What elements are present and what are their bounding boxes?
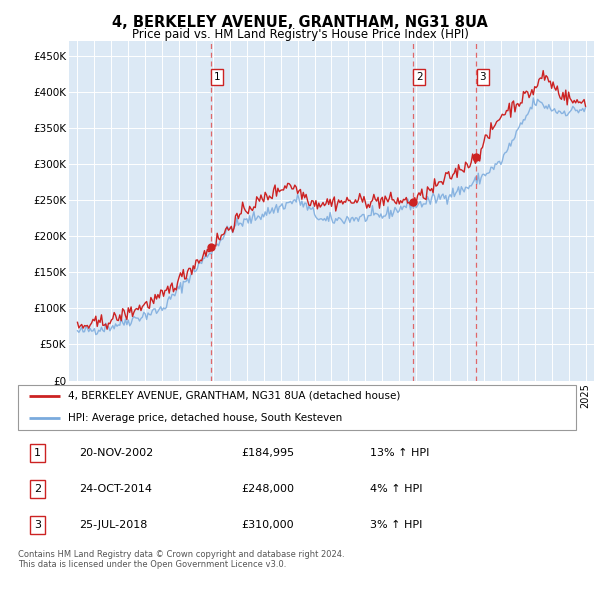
Text: 4, BERKELEY AVENUE, GRANTHAM, NG31 8UA: 4, BERKELEY AVENUE, GRANTHAM, NG31 8UA [112,15,488,30]
Text: 4% ↑ HPI: 4% ↑ HPI [370,484,422,494]
Text: 3% ↑ HPI: 3% ↑ HPI [370,520,422,530]
Text: 2: 2 [416,72,422,82]
Text: 3: 3 [479,72,486,82]
Text: 3: 3 [34,520,41,530]
Text: 13% ↑ HPI: 13% ↑ HPI [370,448,429,458]
Text: 4, BERKELEY AVENUE, GRANTHAM, NG31 8UA (detached house): 4, BERKELEY AVENUE, GRANTHAM, NG31 8UA (… [68,391,401,401]
Text: HPI: Average price, detached house, South Kesteven: HPI: Average price, detached house, Sout… [68,414,343,423]
Text: 1: 1 [214,72,221,82]
Text: £184,995: £184,995 [241,448,295,458]
Text: Price paid vs. HM Land Registry's House Price Index (HPI): Price paid vs. HM Land Registry's House … [131,28,469,41]
Text: Contains HM Land Registry data © Crown copyright and database right 2024.
This d: Contains HM Land Registry data © Crown c… [18,550,344,569]
Text: 25-JUL-2018: 25-JUL-2018 [79,520,148,530]
Text: 2: 2 [34,484,41,494]
FancyBboxPatch shape [18,385,576,430]
Text: 24-OCT-2014: 24-OCT-2014 [79,484,152,494]
Text: 1: 1 [34,448,41,458]
Text: £310,000: £310,000 [241,520,294,530]
Text: £248,000: £248,000 [241,484,294,494]
Text: 20-NOV-2002: 20-NOV-2002 [79,448,154,458]
